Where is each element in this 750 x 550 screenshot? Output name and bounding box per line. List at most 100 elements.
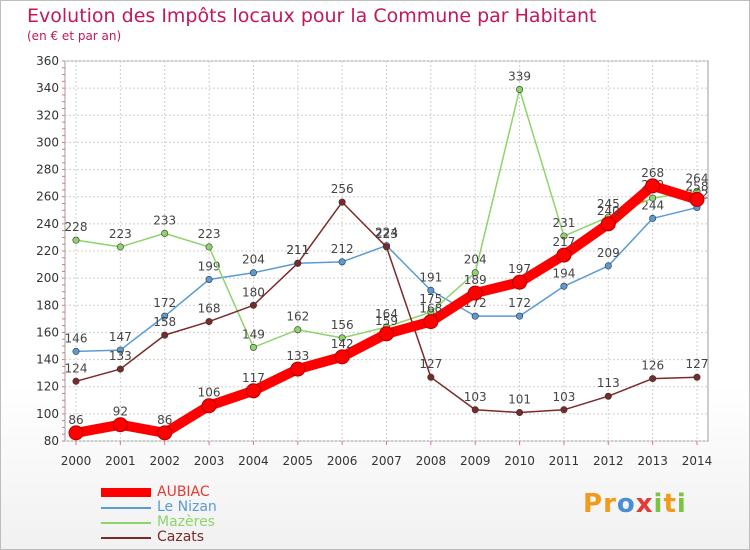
logo-letter: t bbox=[663, 489, 677, 519]
series-aubiac: 86 92 86 106 117 133 142 159 168 189 197 217 240 268 2… bbox=[68, 166, 709, 441]
data-label: 204 bbox=[464, 253, 487, 267]
data-label: 92 bbox=[113, 405, 128, 419]
series-maz-res: 228 2232332231491621561641752043392312452… bbox=[65, 70, 708, 351]
series-cazats: 124 133 158 168 180 211 256 223 127 103 101 103 113 1… bbox=[65, 182, 709, 416]
chart-subtitle: (en € et par an) bbox=[27, 29, 122, 43]
data-point bbox=[249, 301, 257, 309]
data-label: 172 bbox=[153, 296, 176, 310]
legend-label: AUBIAC bbox=[157, 484, 210, 500]
data-point bbox=[423, 314, 439, 330]
data-point bbox=[157, 425, 173, 441]
data-label: 258 bbox=[686, 179, 709, 193]
data-point bbox=[245, 383, 261, 399]
data-point bbox=[471, 312, 479, 320]
legend-label: Le Nizan bbox=[157, 499, 217, 515]
x-tick-label: 2012 bbox=[593, 454, 624, 468]
data-point bbox=[649, 194, 657, 202]
data-point bbox=[649, 375, 657, 383]
logo-letter: i bbox=[676, 489, 687, 519]
proxiti-logo: Proxiti bbox=[583, 489, 687, 519]
y-tick-label: 100 bbox=[36, 407, 59, 421]
data-label: 223 bbox=[109, 227, 132, 241]
legend-label: Mazères bbox=[157, 514, 215, 530]
data-label: 211 bbox=[286, 243, 309, 257]
data-point bbox=[427, 373, 435, 381]
y-tick-label: 320 bbox=[36, 108, 59, 122]
data-point bbox=[467, 285, 483, 301]
x-tick-label: 2008 bbox=[416, 454, 447, 468]
y-tick-label: 140 bbox=[36, 353, 59, 367]
data-point bbox=[161, 229, 169, 237]
data-label: 149 bbox=[242, 327, 265, 341]
data-point bbox=[556, 247, 572, 263]
x-tick-label: 2003 bbox=[194, 454, 225, 468]
y-tick-label: 200 bbox=[36, 271, 59, 285]
data-point bbox=[161, 331, 169, 339]
y-tick-label: 340 bbox=[36, 81, 59, 95]
data-point bbox=[249, 269, 257, 277]
data-label: 223 bbox=[375, 227, 398, 241]
x-tick-label: 2000 bbox=[61, 454, 92, 468]
data-label: 197 bbox=[508, 262, 531, 276]
data-label: 86 bbox=[68, 413, 83, 427]
data-point bbox=[471, 269, 479, 277]
x-tick-label: 2002 bbox=[149, 454, 180, 468]
data-point bbox=[516, 408, 524, 416]
data-point bbox=[338, 258, 346, 266]
data-point bbox=[338, 334, 346, 342]
data-label: 199 bbox=[198, 260, 221, 274]
data-label: 156 bbox=[331, 318, 354, 332]
data-label: 194 bbox=[552, 266, 575, 280]
legend-swatch bbox=[101, 507, 151, 509]
data-label: 175 bbox=[419, 292, 442, 306]
data-point bbox=[516, 312, 524, 320]
data-point bbox=[645, 178, 661, 194]
data-label: 233 bbox=[153, 213, 176, 227]
data-point bbox=[512, 274, 528, 290]
data-point bbox=[604, 262, 612, 270]
logo-letter: r bbox=[603, 489, 617, 519]
data-point bbox=[116, 243, 124, 251]
data-point bbox=[379, 326, 394, 342]
y-tick-label: 180 bbox=[36, 298, 59, 312]
data-label: 212 bbox=[331, 242, 354, 256]
data-label: 162 bbox=[286, 310, 309, 324]
y-tick-label: 280 bbox=[36, 163, 59, 177]
data-label: 147 bbox=[109, 330, 132, 344]
y-tick-label: 260 bbox=[36, 190, 59, 204]
data-label: 228 bbox=[65, 220, 88, 234]
data-point bbox=[290, 361, 306, 377]
data-point bbox=[72, 377, 80, 385]
y-tick-label: 160 bbox=[36, 325, 59, 339]
data-point bbox=[471, 406, 479, 414]
y-tick-label: 300 bbox=[36, 135, 59, 149]
data-point bbox=[161, 312, 169, 320]
x-tick-label: 2005 bbox=[283, 454, 314, 468]
x-tick-label: 2009 bbox=[460, 454, 491, 468]
data-point bbox=[249, 343, 257, 351]
y-tick-label: 240 bbox=[36, 217, 59, 231]
data-label: 211 bbox=[286, 243, 309, 257]
data-label: 126 bbox=[641, 359, 664, 373]
data-point bbox=[649, 214, 657, 222]
x-tick-label: 2004 bbox=[238, 454, 269, 468]
data-label: 142 bbox=[331, 337, 354, 351]
y-tick-label: 360 bbox=[36, 54, 59, 68]
data-label: 133 bbox=[286, 349, 309, 363]
data-label: 127 bbox=[686, 357, 709, 371]
data-label: 168 bbox=[419, 302, 442, 316]
x-tick-label: 2014 bbox=[682, 454, 713, 468]
data-label: 339 bbox=[508, 70, 531, 84]
data-label: 113 bbox=[597, 376, 620, 390]
data-label: 172 bbox=[508, 296, 531, 310]
data-point bbox=[382, 243, 390, 251]
data-point bbox=[427, 286, 435, 294]
data-label: 158 bbox=[153, 315, 176, 329]
data-label: 209 bbox=[597, 246, 620, 260]
data-label: 168 bbox=[198, 302, 221, 316]
y-tick-label: 120 bbox=[36, 380, 59, 394]
data-label: 103 bbox=[552, 390, 575, 404]
logo-letter: x bbox=[635, 489, 654, 519]
data-point bbox=[516, 86, 524, 94]
